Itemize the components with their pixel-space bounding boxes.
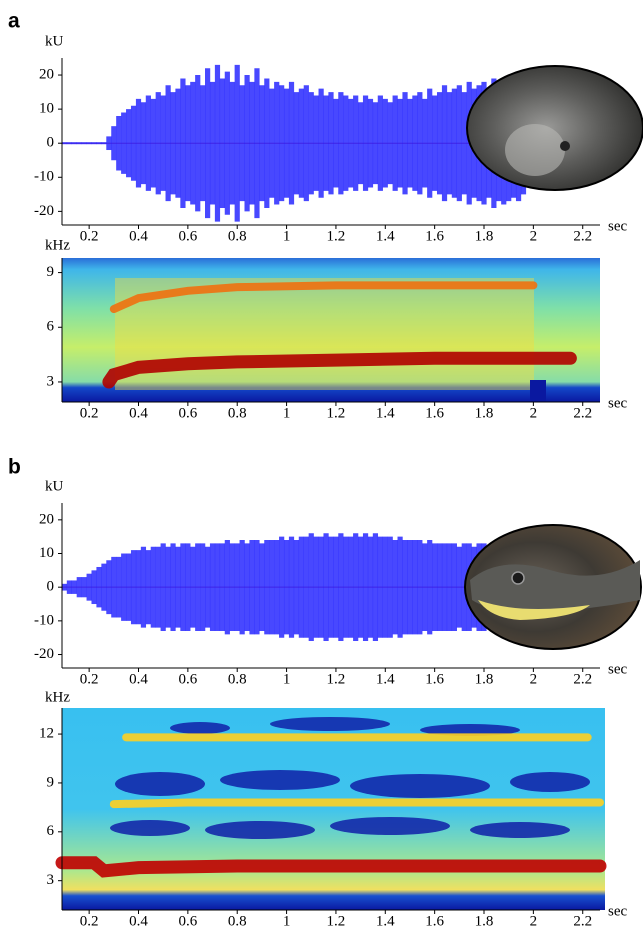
y-tick-label: 9 — [47, 264, 55, 280]
harmonic-band — [109, 798, 604, 809]
panel-label: b — [8, 456, 21, 479]
x-tick-label: 1.6 — [425, 913, 444, 927]
panel-label: a — [8, 10, 20, 33]
x-tick-label: 0.4 — [129, 913, 148, 927]
harmonic-band — [109, 281, 538, 314]
x-tick-label: 2 — [530, 671, 538, 687]
x-tick-label: 0.6 — [178, 671, 197, 687]
x-tick-label: 0.6 — [178, 913, 197, 927]
x-tick-label: 0.8 — [228, 228, 247, 244]
x-tick-label: 0.8 — [228, 671, 247, 687]
x-tick-label: 0.4 — [129, 228, 148, 244]
y-tick-label: -10 — [34, 612, 54, 628]
x-tick-label: 0.2 — [80, 228, 99, 244]
x-tick-label: 2.2 — [573, 228, 592, 244]
y-tick-label: -20 — [34, 203, 54, 219]
x-tick-label: 1 — [283, 913, 291, 927]
x-tick-label: 2.2 — [573, 913, 592, 927]
x-tick-label: 0.4 — [129, 405, 148, 421]
y-tick-label: 0 — [47, 579, 55, 595]
x-tick-label: 2 — [530, 405, 538, 421]
x-tick-label: 1.2 — [327, 228, 346, 244]
y-tick-label: 20 — [39, 511, 54, 527]
y-axis-label: kHz — [45, 237, 70, 253]
x-axis-label: sec — [608, 218, 627, 234]
x-tick-label: 2 — [530, 228, 538, 244]
x-tick-label: 0.6 — [178, 228, 197, 244]
x-tick-label: 2.2 — [573, 671, 592, 687]
x-tick-label: 1 — [283, 405, 291, 421]
x-axis-label: sec — [608, 661, 627, 677]
harmonic-band — [55, 856, 607, 878]
x-axis-label: sec — [608, 395, 627, 411]
x-tick-label: 0.8 — [228, 913, 247, 927]
x-tick-label: 1.6 — [425, 671, 444, 687]
x-tick-label: 1.6 — [425, 228, 444, 244]
y-tick-label: 3 — [47, 373, 55, 389]
x-tick-label: 1.8 — [475, 913, 494, 927]
y-tick-label: 0 — [47, 135, 55, 151]
y-tick-label: 6 — [47, 319, 55, 335]
y-tick-label: 10 — [39, 101, 54, 117]
y-tick-label: 12 — [39, 726, 54, 742]
x-axis-label: sec — [608, 903, 627, 919]
x-tick-label: 1.8 — [475, 671, 494, 687]
y-tick-label: 3 — [47, 872, 55, 888]
x-tick-label: 1.4 — [376, 671, 395, 687]
x-tick-label: 2.2 — [573, 405, 592, 421]
y-tick-label: -20 — [34, 646, 54, 662]
x-tick-label: 1.2 — [327, 671, 346, 687]
y-tick-label: 10 — [39, 545, 54, 561]
y-tick-label: 20 — [39, 66, 54, 82]
x-tick-label: 1.6 — [425, 405, 444, 421]
x-tick-label: 0.6 — [178, 405, 197, 421]
x-tick-label: 1 — [283, 228, 291, 244]
harmonic-band — [102, 351, 577, 389]
x-tick-label: 1.4 — [376, 228, 395, 244]
x-tick-label: 0.2 — [80, 405, 99, 421]
x-tick-label: 1.4 — [376, 405, 395, 421]
x-tick-label: 2 — [530, 913, 538, 927]
photos — [464, 65, 643, 650]
x-tick-label: 0.8 — [228, 405, 247, 421]
y-tick-label: 6 — [47, 823, 55, 839]
x-tick-label: 1.8 — [475, 228, 494, 244]
x-tick-label: 0.4 — [129, 671, 148, 687]
x-tick-label: 1.4 — [376, 913, 395, 927]
x-tick-label: 1 — [283, 671, 291, 687]
x-tick-label: 0.2 — [80, 671, 99, 687]
y-tick-label: -10 — [34, 169, 54, 185]
x-tick-label: 1.2 — [327, 913, 346, 927]
y-axis-label: kHz — [45, 689, 70, 705]
y-axis-label: kU — [45, 33, 64, 49]
x-tick-label: 1.2 — [327, 405, 346, 421]
y-axis-label: kU — [45, 478, 64, 494]
x-tick-label: 0.2 — [80, 913, 99, 927]
y-tick-label: 9 — [47, 774, 55, 790]
x-tick-label: 1.8 — [475, 405, 494, 421]
